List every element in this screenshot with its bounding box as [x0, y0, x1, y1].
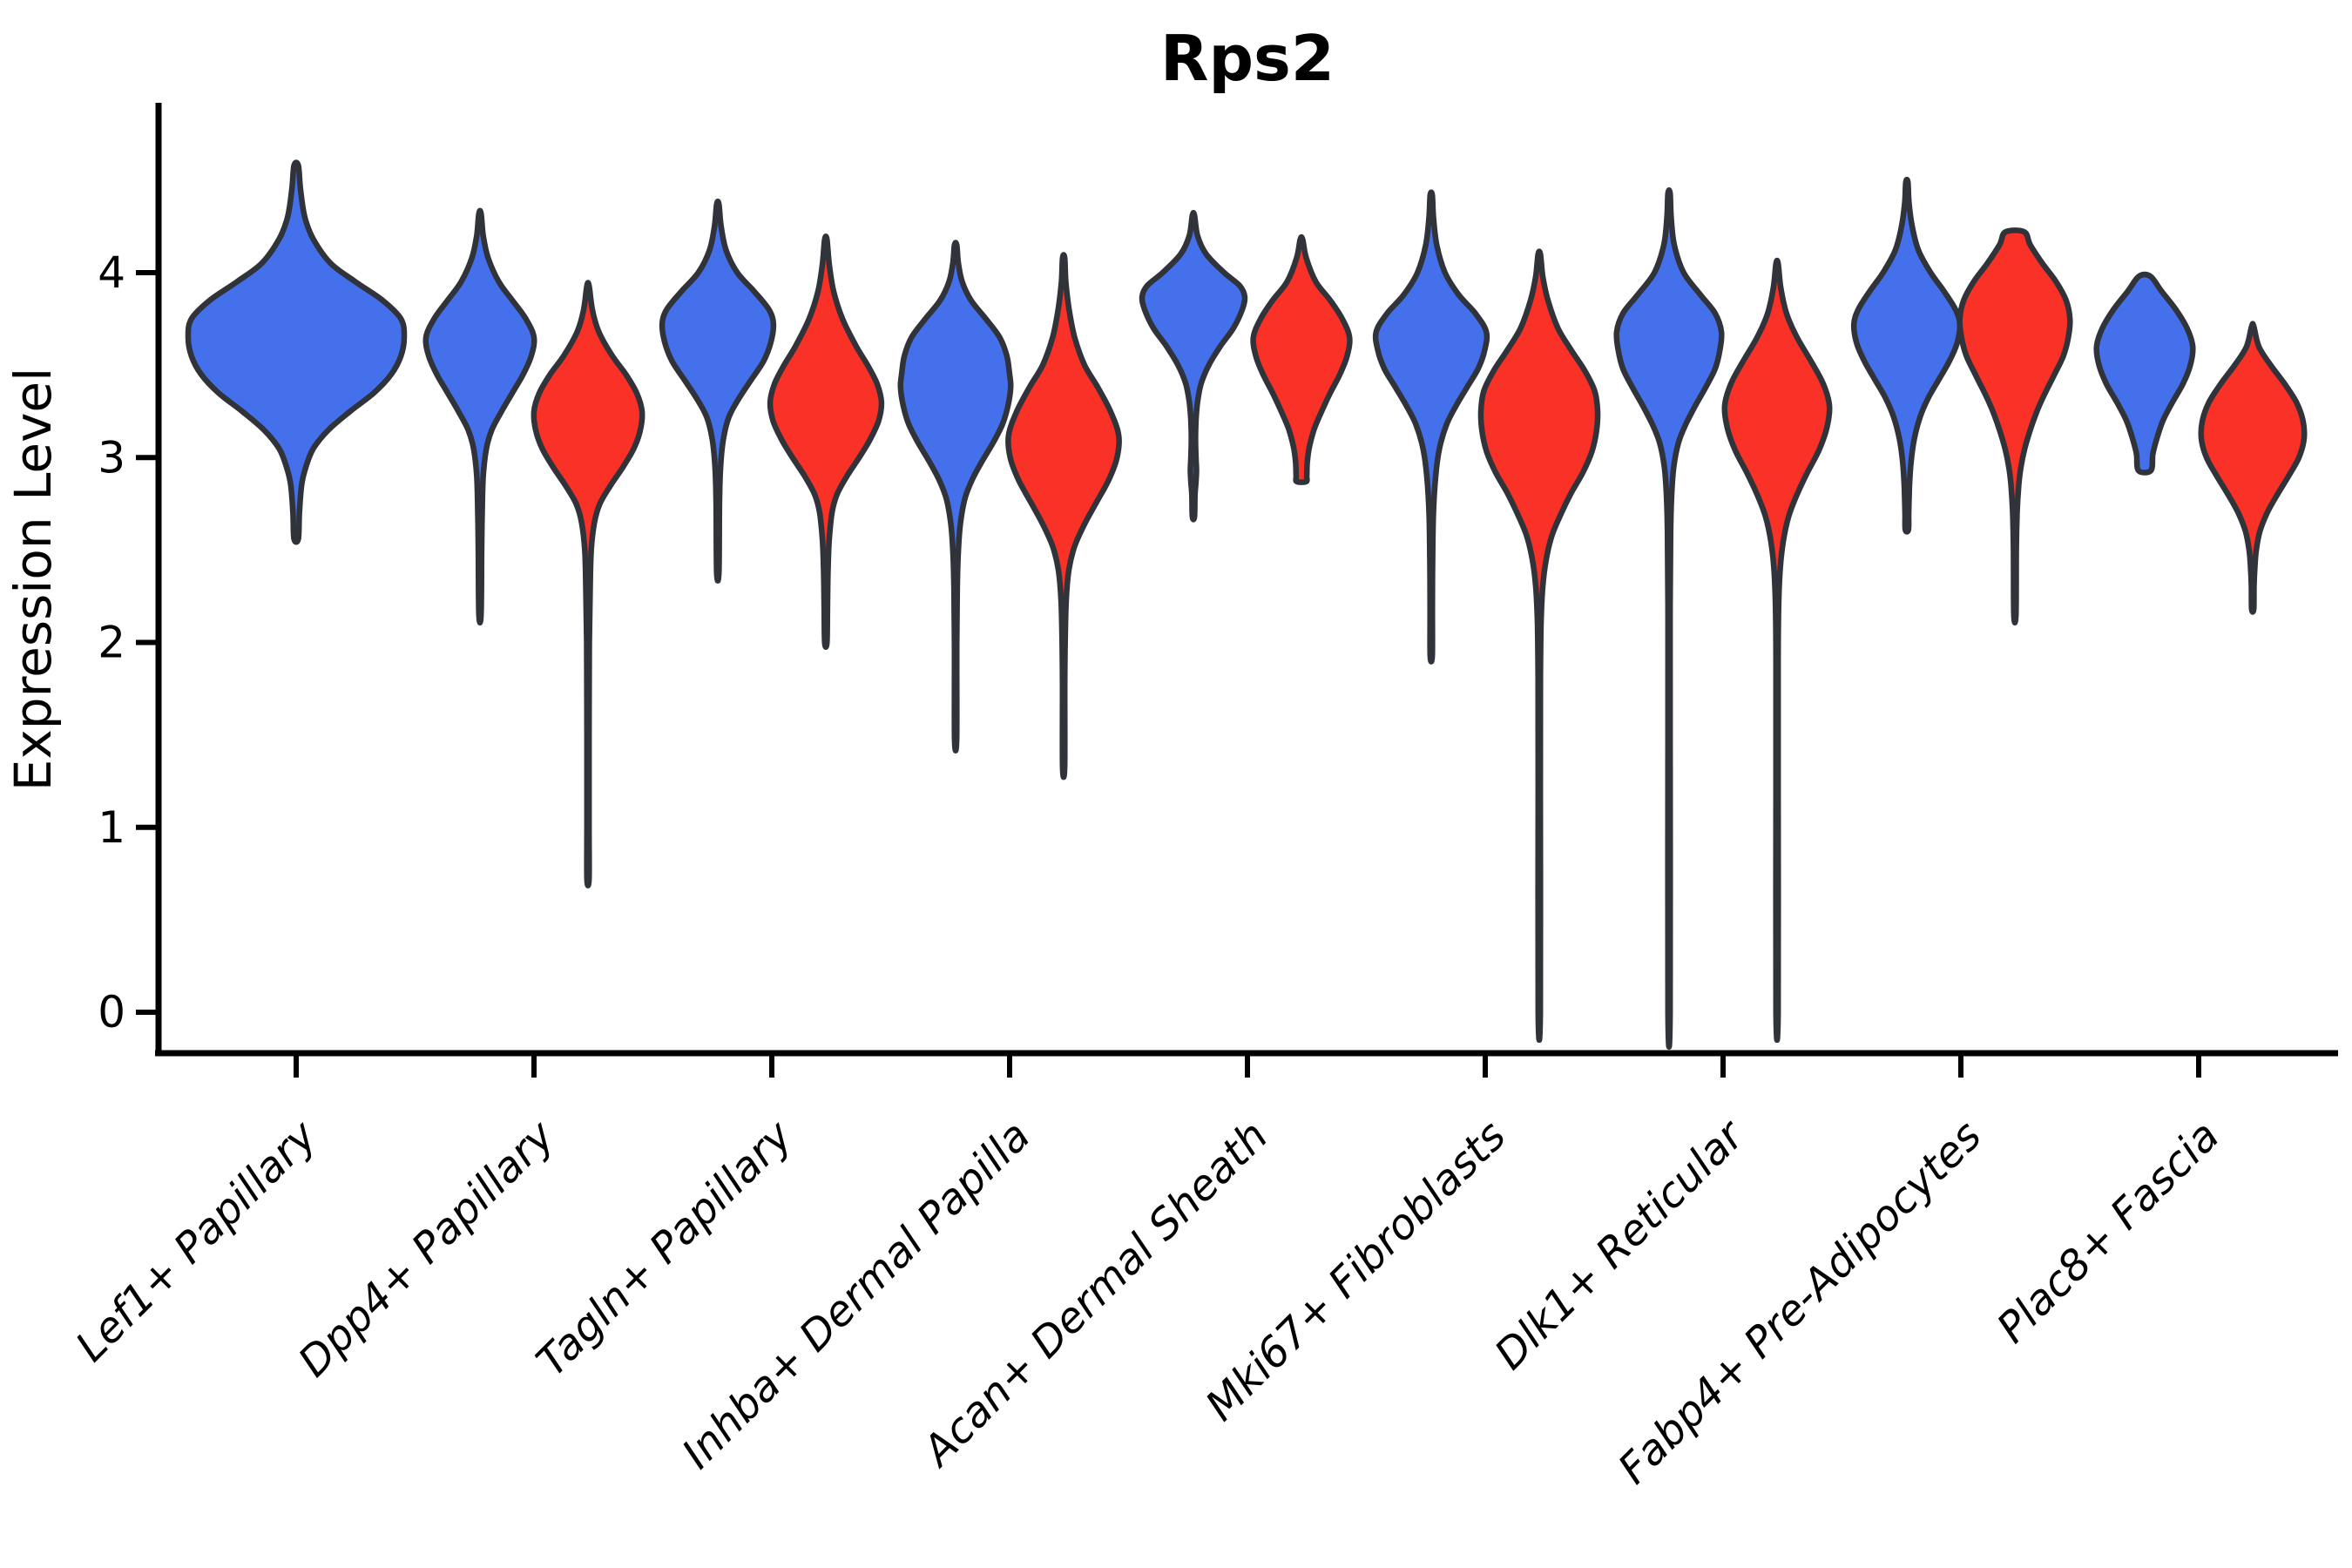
violin-dlk1-reticular-red — [1721, 257, 1833, 1044]
violin-mki67-fibroblasts-red — [1477, 248, 1601, 1044]
y-axis-label: Expression Level — [3, 368, 63, 791]
y-tick-label: 1 — [98, 802, 125, 853]
x-tick-label: Tagln+ Papillary — [527, 1111, 802, 1386]
violin-tagln-papillary-blue — [659, 199, 777, 584]
violin-dpp4-papillary-blue — [422, 207, 537, 626]
chart-title: Rps2 — [1160, 22, 1335, 95]
y-tick-label: 4 — [98, 247, 125, 298]
axes — [136, 103, 2338, 1078]
violin-plac8-fascia-red — [2198, 321, 2308, 615]
violin-tagln-papillary-red — [767, 233, 885, 651]
violin-acan-dermal-sheath-red — [1250, 233, 1353, 485]
y-tick-label: 3 — [98, 432, 125, 483]
violin-series — [185, 159, 2308, 1050]
violin-fabp4-pre-adipocytes-blue — [1850, 176, 1963, 535]
violin-mki67-fibroblasts-blue — [1372, 189, 1490, 665]
violin-lef1-papillary-blue — [185, 159, 408, 545]
violin-plac8-fascia-blue — [2093, 271, 2196, 476]
violin-acan-dermal-sheath-blue — [1139, 210, 1248, 523]
violin-dpp4-papillary-red — [531, 280, 645, 889]
x-tick-label: Dpp4+ Papillary — [289, 1111, 564, 1386]
x-tick-label: Lef1+ Papillary — [66, 1111, 327, 1371]
y-tick-label: 0 — [98, 987, 125, 1037]
y-tick-label: 2 — [98, 618, 125, 668]
x-tick-label: Dlk1+ Reticular — [1485, 1110, 1755, 1380]
x-tick-label: Plac8+ Fascia — [1988, 1112, 2229, 1353]
violin-dlk1-reticular-blue — [1613, 187, 1725, 1050]
violin-inhba-dermal-papilla-red — [1005, 252, 1122, 781]
violin-inhba-dermal-papilla-blue — [897, 240, 1014, 754]
violin-fabp4-pre-adipocytes-red — [1957, 227, 2073, 626]
